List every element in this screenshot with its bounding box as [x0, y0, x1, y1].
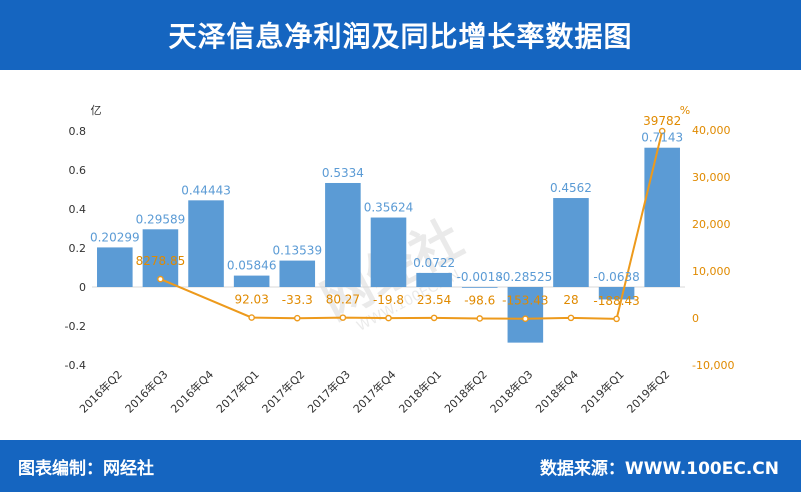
growth-rate-point	[293, 314, 301, 322]
bar	[97, 247, 133, 287]
bar-value-label: 0.35624	[364, 201, 414, 215]
right-axis-unit: %	[680, 104, 690, 117]
left-tick-label: 0.2	[69, 242, 87, 255]
growth-rate-point	[248, 314, 255, 321]
chart-title: 天泽信息净利润及同比增长率数据图	[168, 20, 633, 53]
bar	[370, 217, 407, 287]
growth-rate-label: 23.54	[417, 293, 451, 307]
bar-value-label: 0.4562	[550, 181, 592, 195]
left-tick-label: 0	[79, 281, 86, 294]
bar	[507, 287, 544, 343]
category-label: 2018年Q1	[396, 367, 445, 416]
growth-rate-label: 39782	[643, 114, 681, 128]
growth-rate-point	[567, 314, 575, 322]
bar-value-label: 0.05846	[227, 259, 277, 273]
right-tick-label: 10,000	[692, 265, 731, 278]
growth-rate-point	[476, 315, 484, 322]
left-tick-label: -0.4	[65, 359, 86, 372]
category-label: 2016年Q4	[168, 367, 217, 416]
bar-value-label: -0.0638	[593, 270, 639, 284]
bar-value-label: 0.20299	[90, 230, 140, 244]
category-label: 2017年Q1	[213, 367, 262, 416]
category-label: 2018年Q3	[487, 367, 536, 416]
bar-value-label: 0.13539	[272, 244, 322, 258]
bar	[233, 275, 270, 287]
right-tick-label: 20,000	[692, 218, 731, 231]
left-tick-label: 0.6	[69, 164, 87, 177]
right-tick-label: 0	[692, 312, 699, 325]
left-tick-label: -0.2	[65, 320, 86, 333]
category-label: 2016年Q2	[76, 367, 125, 416]
growth-rate-label: -33.3	[282, 293, 313, 307]
growth-rate-label: 8278.85	[136, 254, 186, 268]
category-label: 2018年Q4	[533, 367, 582, 416]
growth-rate-point	[385, 314, 392, 322]
growth-rate-label: -98.6	[464, 293, 495, 307]
category-label: 2019年Q2	[624, 367, 673, 416]
right-tick-label: -10,000	[692, 359, 734, 372]
chart: 网经社 WWW.100EC.CN -0.4-0.200.20.40.60.8亿-…	[65, 104, 735, 416]
bar	[279, 260, 316, 287]
bar-value-label: 0.5334	[322, 166, 364, 180]
category-label: 2016年Q3	[122, 367, 171, 416]
bar	[325, 182, 361, 287]
growth-rate-point	[339, 314, 347, 321]
bar-value-label: 0.7143	[641, 131, 683, 145]
growth-rate-label: -19.8	[373, 293, 404, 307]
bar-value-label: -0.0018	[457, 270, 503, 284]
right-tick-label: 30,000	[692, 171, 731, 184]
growth-rate-label: -188.43	[593, 294, 639, 308]
category-label: 2018年Q2	[441, 367, 490, 416]
right-tick-label: 40,000	[692, 124, 731, 137]
bar-value-label: -0.28525	[498, 270, 552, 284]
growth-rate-point	[613, 315, 620, 323]
bar-value-label: 0.44443	[181, 183, 231, 197]
bar	[416, 272, 452, 287]
bar-value-label: 0.0722	[413, 256, 455, 270]
category-label: 2017年Q2	[259, 367, 308, 416]
left-axis-unit: 亿	[91, 104, 102, 117]
bar-value-label: 0.29589	[136, 212, 186, 226]
left-tick-label: 0.8	[69, 125, 87, 138]
growth-rate-label: 28	[563, 293, 578, 307]
left-tick-label: 0.4	[69, 203, 87, 216]
bar	[644, 147, 680, 287]
growth-rate-point	[157, 275, 164, 283]
category-label: 2017年Q4	[350, 367, 399, 416]
footer: 图表编制：网经社 数据来源：WWW.100EC.CN	[0, 440, 801, 492]
title-banner: 天泽信息净利润及同比增长率数据图	[0, 0, 801, 70]
bar	[553, 198, 589, 287]
category-label: 2019年Q1	[578, 367, 627, 416]
growth-rate-label: -153.43	[502, 294, 548, 308]
footer-editor: 图表编制：网经社	[18, 459, 154, 479]
growth-rate-point	[658, 127, 666, 135]
bar	[598, 287, 635, 300]
bar	[188, 200, 224, 287]
footer-source: 数据来源：WWW.100EC.CN	[539, 459, 779, 479]
growth-rate-label: 80.27	[326, 293, 360, 307]
category-label: 2017年Q3	[304, 367, 353, 416]
growth-rate-point	[522, 315, 529, 323]
growth-rate-point	[430, 314, 438, 322]
growth-rate-label: 92.03	[234, 293, 268, 307]
bar	[461, 287, 498, 288]
